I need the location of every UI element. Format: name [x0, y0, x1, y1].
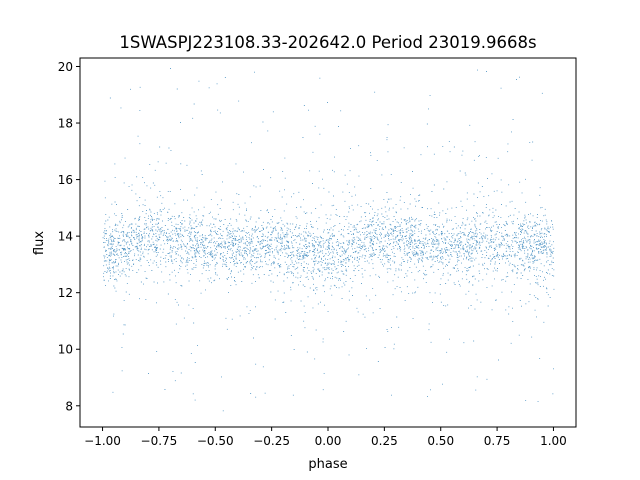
x-tick-label: 0.50 [427, 434, 454, 448]
x-tick-label: 0.25 [371, 434, 398, 448]
scatter-point-cloud [102, 68, 555, 412]
y-axis: 8 10 12 14 16 18 20 [58, 60, 80, 413]
y-tick-label: 14 [58, 230, 73, 244]
y-tick-label: 10 [58, 343, 73, 357]
x-tick-label: 1.00 [540, 434, 567, 448]
x-axis-label: phase [308, 457, 347, 472]
x-tick-label: −0.50 [197, 434, 234, 448]
x-axis: −1.00 −0.75 −0.50 −0.25 0.00 0.25 0.50 0.75 1.00 [84, 427, 567, 448]
x-tick-label: −1.00 [84, 434, 121, 448]
x-tick-label: 0.00 [315, 434, 342, 448]
y-tick-label: 20 [58, 60, 73, 74]
scatter-points [102, 68, 555, 412]
x-tick-label: 0.75 [484, 434, 511, 448]
chart-title: 1SWASPJ223108.33-202642.0 Period 23019.9… [119, 33, 536, 52]
y-axis-label: flux [32, 231, 47, 255]
y-tick-label: 16 [58, 173, 73, 187]
x-tick-label: −0.25 [253, 434, 290, 448]
y-tick-label: 8 [65, 399, 73, 413]
x-tick-label: −0.75 [141, 434, 178, 448]
y-tick-label: 18 [58, 117, 73, 131]
y-tick-label: 12 [58, 286, 73, 300]
